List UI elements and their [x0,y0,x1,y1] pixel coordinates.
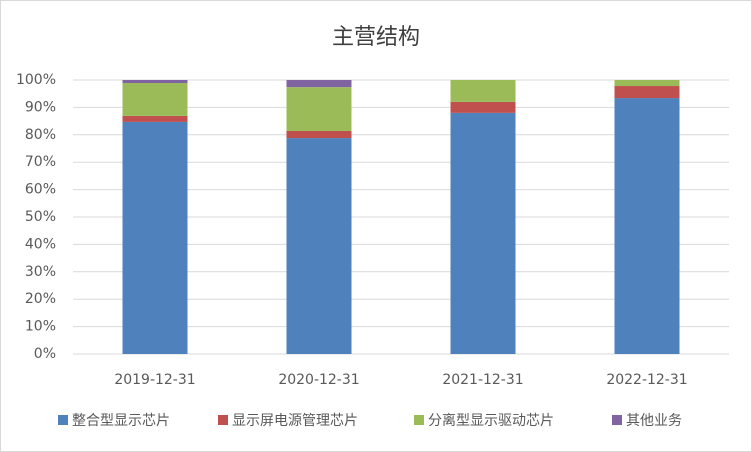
bar-segment [614,98,680,354]
y-tick-label: 90% [25,99,56,115]
y-tick-label: 10% [25,319,56,335]
bar-segment [450,112,516,354]
y-tick-label: 20% [25,291,56,307]
x-tick-label: 2022-12-31 [606,372,687,388]
x-tick-label: 2019-12-31 [114,372,195,388]
legend-swatch [58,415,68,425]
legend-label: 分离型显示驱动芯片 [428,412,554,429]
x-tick-label: 2021-12-31 [442,372,523,388]
bar-segment [450,80,516,102]
y-tick-label: 70% [25,154,56,170]
legend-label: 显示屏电源管理芯片 [232,413,358,429]
bar-segment [122,115,188,122]
y-tick-label: 40% [25,236,56,252]
bar-segment [122,121,188,354]
y-tick-label: 80% [25,127,56,143]
y-tick-label: 60% [25,182,56,198]
bar-segment [614,80,680,87]
bar-segment [286,87,352,131]
bar-segment [286,130,352,139]
y-tick-label: 30% [25,264,56,280]
bar-segment [122,83,188,116]
bar-segment [286,80,352,88]
chart-title: 主营结构 [332,25,420,50]
bar-segment [286,138,352,354]
legend-label: 其他业务 [626,413,682,429]
bar-segment [614,86,680,99]
legend-swatch [414,415,424,425]
legend-label: 整合型显示芯片 [72,413,170,429]
y-tick-label: 50% [25,209,56,225]
legend-swatch [612,415,622,425]
x-tick-label: 2020-12-31 [278,372,359,388]
legend-swatch [218,415,228,425]
y-tick-label: 100% [16,72,56,88]
bar-segment [122,80,188,84]
y-tick-label: 0% [34,346,56,362]
bar-segment [450,101,516,113]
